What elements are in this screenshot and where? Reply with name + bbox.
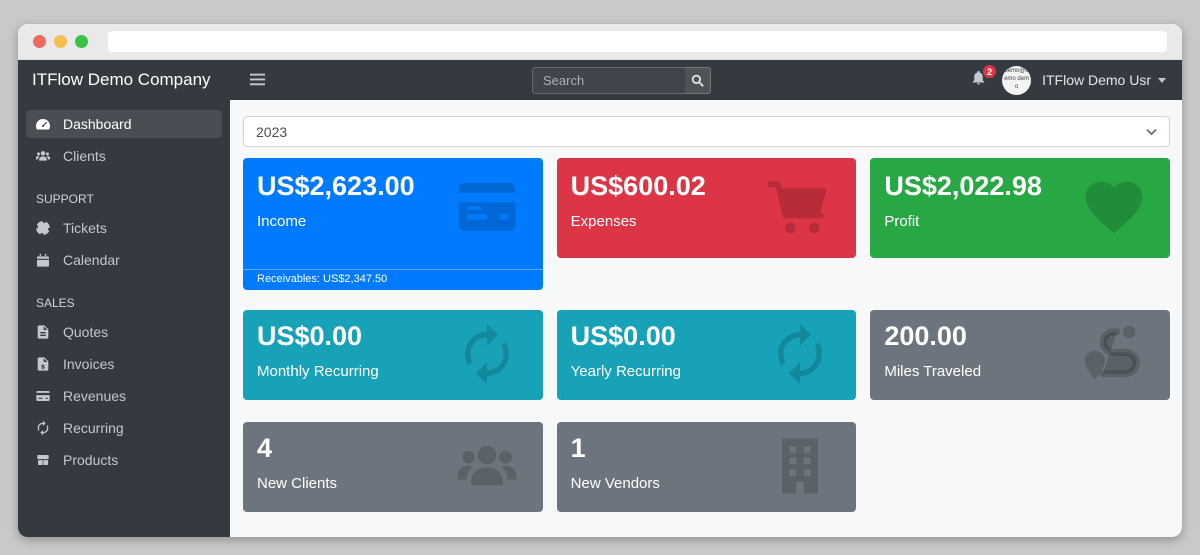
year-select-value: 2023 [256,123,288,140]
file-invoice-dollar-icon: $ [34,356,52,372]
search-button[interactable] [685,67,711,94]
brand-title[interactable]: ITFlow Demo Company [32,70,211,89]
browser-chrome [18,24,1182,60]
boxes-icon [34,452,52,468]
stat-label: Monthly Recurring [257,363,379,381]
stat-value: US$2,022.98 [884,171,1042,201]
browser-window: ITFlow Demo Company Dashboard Clients SU… [18,24,1182,537]
sidebar-item-quotes[interactable]: Quotes [26,318,222,346]
stat-card-monthly-recurring[interactable]: US$0.00 Monthly Recurring [243,310,543,400]
sync-icon [759,321,841,387]
sidebar-section-support: SUPPORT [36,192,94,206]
close-button[interactable] [33,35,46,48]
users-icon [34,148,52,164]
stat-card-profit[interactable]: US$2,022.98 Profit [870,158,1170,258]
url-bar[interactable] [108,31,1167,52]
year-select[interactable]: 2023 [243,116,1170,147]
stat-value: US$0.00 [570,321,676,351]
notifications-button[interactable]: 2 [970,65,997,91]
sidebar-item-revenues[interactable]: Revenues [26,382,222,410]
user-name: ITFlow Demo Usr [1042,72,1151,88]
stat-label: Profit [884,213,920,231]
stat-card-yearly-recurring[interactable]: US$0.00 Yearly Recurring [556,310,857,400]
notification-badge: 2 [983,65,997,78]
stat-row-1: US$2,623.00 Income Receivables: US$2,347… [243,158,1170,290]
sidebar-item-label: Revenues [63,388,127,404]
stat-label: New Clients [257,475,338,493]
sidebar-item-label: Clients [63,148,106,164]
sidebar-item-products[interactable]: Products [26,446,222,474]
svg-text:$: $ [41,363,45,370]
sidebar-item-calendar[interactable]: Calendar [26,246,222,274]
building-icon [759,433,841,499]
stat-row-3: 4 New Clients 1 New Vendors [243,422,1170,512]
file-alt-icon [34,324,52,340]
sync-icon [446,321,528,387]
route-icon [1073,321,1155,387]
zoom-button[interactable] [75,35,88,48]
sidebar-item-dashboard[interactable]: Dashboard [26,110,222,138]
stat-value: 200.00 [884,321,967,351]
credit-card-icon [34,388,52,404]
sync-icon [34,420,52,436]
life-ring-icon [34,220,52,236]
calendar-icon [34,252,52,268]
stat-label: Expenses [570,213,637,231]
sidebar-item-label: Quotes [63,324,109,340]
stat-label: Miles Traveled [884,363,982,381]
sidebar-item-label: Products [63,452,119,468]
navbar-right: 2 demo@demo demo ITFlow Demo Usr [970,60,1166,100]
sidebar-item-tickets[interactable]: Tickets [26,214,222,242]
main-area: 2 demo@demo demo ITFlow Demo Usr 2023 [230,60,1182,537]
search-icon [691,74,704,87]
users-icon [446,433,528,499]
sidebar-item-recurring[interactable]: Recurring [26,414,222,442]
minimize-button[interactable] [54,35,67,48]
tachometer-icon [34,116,52,132]
sidebar: ITFlow Demo Company Dashboard Clients SU… [18,60,230,537]
sidebar-item-invoices[interactable]: $ Invoices [26,350,222,378]
avatar[interactable]: demo@demo demo [1002,65,1032,95]
stat-card-new-vendors[interactable]: 1 New Vendors [556,422,857,512]
user-dropdown[interactable]: ITFlow Demo Usr [1042,72,1166,88]
chevron-down-icon [1146,128,1157,135]
heart-icon [1073,173,1155,241]
search-input[interactable] [532,67,685,94]
sidebar-item-label: Calendar [63,252,120,268]
stat-value: 4 [257,433,273,463]
sidebar-item-label: Recurring [63,420,124,436]
stat-card-new-clients[interactable]: 4 New Clients [243,422,543,512]
navbar-search [532,67,711,94]
sidebar-item-clients[interactable]: Clients [26,142,222,170]
dashboard-content: 2023 US$2,623.00 Income Receivables: US$… [230,100,1182,537]
sidebar-item-label: Dashboard [63,116,132,132]
credit-card-icon [446,173,528,241]
sidebar-section-sales: SALES [36,296,75,310]
sidebar-item-label: Tickets [63,220,107,236]
sidebar-nav: Dashboard Clients SUPPORT Tickets [18,100,230,488]
stat-label: Income [257,213,307,231]
shopping-cart-icon [759,173,841,241]
stat-label: New Vendors [570,475,660,493]
chevron-down-icon [1158,77,1166,83]
stat-value: US$0.00 [257,321,363,351]
stat-card-income[interactable]: US$2,623.00 Income Receivables: US$2,347… [243,158,543,290]
stat-value: US$2,623.00 [257,171,415,201]
stat-card-expenses[interactable]: US$600.02 Expenses [556,158,857,258]
top-navbar: 2 demo@demo demo ITFlow Demo Usr [230,60,1182,100]
hamburger-icon [250,73,265,86]
stat-row-2: US$0.00 Monthly Recurring US$0.00 Yearly… [243,310,1170,400]
stat-value: US$600.02 [570,171,706,201]
app-frame: ITFlow Demo Company Dashboard Clients SU… [18,60,1182,537]
avatar-text: demo@demo demo [1004,68,1030,90]
stat-value: 1 [570,433,586,463]
sidebar-toggle-button[interactable] [250,73,265,91]
stat-card-miles-traveled[interactable]: 200.00 Miles Traveled [870,310,1170,400]
sidebar-item-label: Invoices [63,356,115,372]
stat-label: Yearly Recurring [570,363,681,381]
bell-icon [972,70,985,85]
stat-footer: Receivables: US$2,347.50 [243,269,543,290]
